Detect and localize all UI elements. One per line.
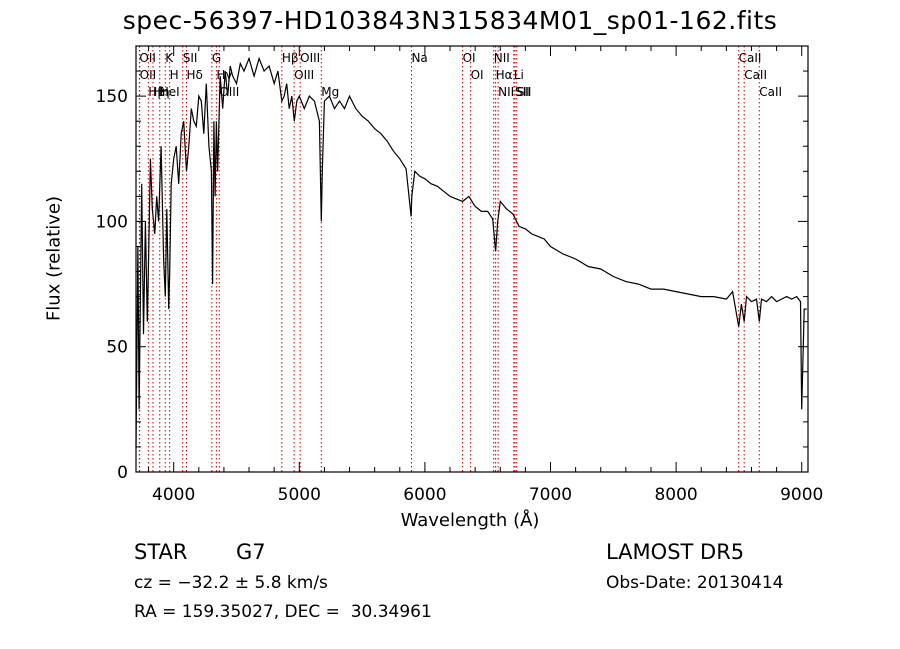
line-marker-label: OIII [294,68,314,82]
line-marker-label: SII [517,85,532,99]
x-tick-label: 6000 [403,485,446,505]
y-tick-label: 100 [96,212,128,232]
line-marker-label: CaII [739,51,762,65]
line-marker-label: Hβ [148,85,165,99]
line-marker-label: OIII [300,51,320,65]
object-subclass: G7 [236,540,266,564]
object-class: STAR [134,540,188,564]
line-marker-label: CaII [759,85,782,99]
line-marker-label: Mg [321,85,339,99]
line-marker-label: Hα [496,68,513,82]
line-markers-layer [138,46,760,472]
line-marker-label: CaII [744,68,767,82]
line-marker-label: NII [494,51,510,65]
x-tick-label: 4000 [152,485,195,505]
line-marker-label: K [165,51,174,65]
line-marker-label: SII [183,51,198,65]
line-marker-label: G [212,51,221,65]
sky-coordinates: RA = 159.35027, DEC = 30.34961 [134,602,432,622]
y-tick-label: 50 [106,338,128,358]
line-marker-label: OI [463,51,476,65]
line-marker-label: Hγ [216,68,232,82]
spectrum-series-line [135,56,807,447]
plot-frame [135,45,809,473]
x-axis-label: Wavelength (Å) [400,510,540,531]
x-tick-label: 9000 [780,485,823,505]
observation-date: Obs-Date: 20130414 [606,573,784,593]
line-marker-label: OI [471,68,484,82]
chart-title: spec-56397-HD103843N315834M01_sp01-162.f… [122,6,778,35]
line-marker-label: HeI [160,85,180,99]
line-marker-label: OII [140,68,157,82]
line-marker-label: Li [514,68,524,82]
line-marker-label: Hδ [186,68,202,82]
line-marker-label: Hη [153,85,170,99]
line-marker-label: Na [411,51,427,65]
redshift-velocity: cz = −32.2 ± 5.8 km/s [134,573,328,593]
line-marker-label: OIII [219,85,239,99]
line-marker-label: SII [515,85,530,99]
axis-ticks-layer: 4000 5000 6000 7000 8000 9000 0 50 100 150 [96,46,823,505]
survey-name: LAMOST DR5 [606,540,745,564]
y-tick-label: 0 [117,463,128,483]
y-tick-label: 150 [96,87,128,107]
line-labels-layer: OIIOIIHβHηHeIKHSIIHδGHγOIIIHβOIIIOIIIMgN… [139,51,782,99]
line-marker-label: OII [139,51,156,65]
x-tick-label: 5000 [278,485,321,505]
x-tick-label: 7000 [529,485,572,505]
x-tick-label: 8000 [654,485,697,505]
line-marker-label: NII [498,85,514,99]
line-marker-label: Hβ [282,51,299,65]
line-marker-label: H [170,68,179,82]
